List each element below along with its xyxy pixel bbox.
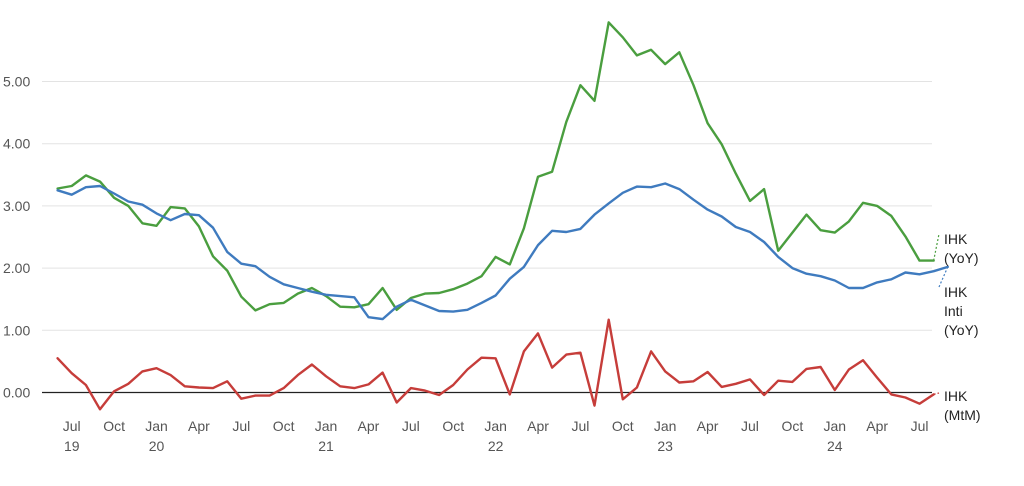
series-lines — [56, 21, 949, 411]
x-tick-label: Oct — [612, 418, 634, 434]
series-label-0: IHK — [944, 231, 968, 247]
x-tick-label: Jan — [654, 418, 677, 434]
series-label-1: Inti — [944, 303, 963, 319]
x-axis-tick-labels: Jul 19 Oct Jan 20 Apr Jul Oct Jan 21 Apr Jul Oct Jan 2… — [63, 418, 929, 454]
series-label-0: (YoY) — [944, 250, 979, 266]
x-tick-label: Apr — [358, 418, 380, 434]
x-tick-label: Apr — [697, 418, 719, 434]
x-tick-label: Apr — [866, 418, 888, 434]
y-axis-tick-labels: 0.00 1.00 2.00 3.00 4.00 5.00 — [3, 74, 30, 401]
x-tick-label: Oct — [442, 418, 464, 434]
x-tick-label: Jan — [823, 418, 846, 434]
x-tick-year-label: 23 — [657, 438, 673, 454]
x-tick-label: Jul — [741, 418, 759, 434]
y-tick-label: 3.00 — [3, 198, 30, 214]
x-tick-year-label: 22 — [488, 438, 504, 454]
x-tick-label: Jul — [571, 418, 589, 434]
series-label-1: (YoY) — [944, 322, 979, 338]
series-label-1: IHK — [944, 284, 968, 300]
x-tick-year-label: 24 — [827, 438, 843, 454]
y-tick-label: 5.00 — [3, 74, 30, 90]
x-tick-label: Jul — [911, 418, 929, 434]
x-tick-label: Jan — [484, 418, 507, 434]
x-tick-year-label: 20 — [149, 438, 165, 454]
x-tick-label: Jul — [402, 418, 420, 434]
x-tick-label: Jul — [63, 418, 81, 434]
series-line-1 — [56, 182, 949, 321]
x-tick-year-label: 21 — [318, 438, 334, 454]
label-leader-2 — [933, 392, 940, 395]
y-tick-label: 2.00 — [3, 260, 30, 276]
x-tick-label: Oct — [781, 418, 803, 434]
x-tick-label: Jan — [315, 418, 338, 434]
series-label-2: (MtM) — [944, 407, 981, 423]
x-tick-label: Apr — [188, 418, 210, 434]
series-label-2: IHK — [944, 388, 968, 404]
x-tick-label: Jul — [232, 418, 250, 434]
y-tick-label: 4.00 — [3, 136, 30, 152]
x-tick-label: Oct — [103, 418, 125, 434]
x-tick-label: Oct — [273, 418, 295, 434]
y-tick-label: 0.00 — [3, 385, 30, 401]
y-tick-label: 1.00 — [3, 322, 30, 338]
x-tick-year-label: 19 — [64, 438, 80, 454]
label-leader-0 — [933, 233, 940, 261]
x-tick-label: Jan — [145, 418, 168, 434]
series-end-labels: IHK (YoY) IHK Inti (YoY) IHK (MtM) — [933, 231, 981, 423]
x-tick-label: Apr — [527, 418, 549, 434]
series-line-2 — [56, 318, 935, 411]
series-line-0 — [56, 21, 935, 312]
gridlines — [42, 81, 932, 394]
